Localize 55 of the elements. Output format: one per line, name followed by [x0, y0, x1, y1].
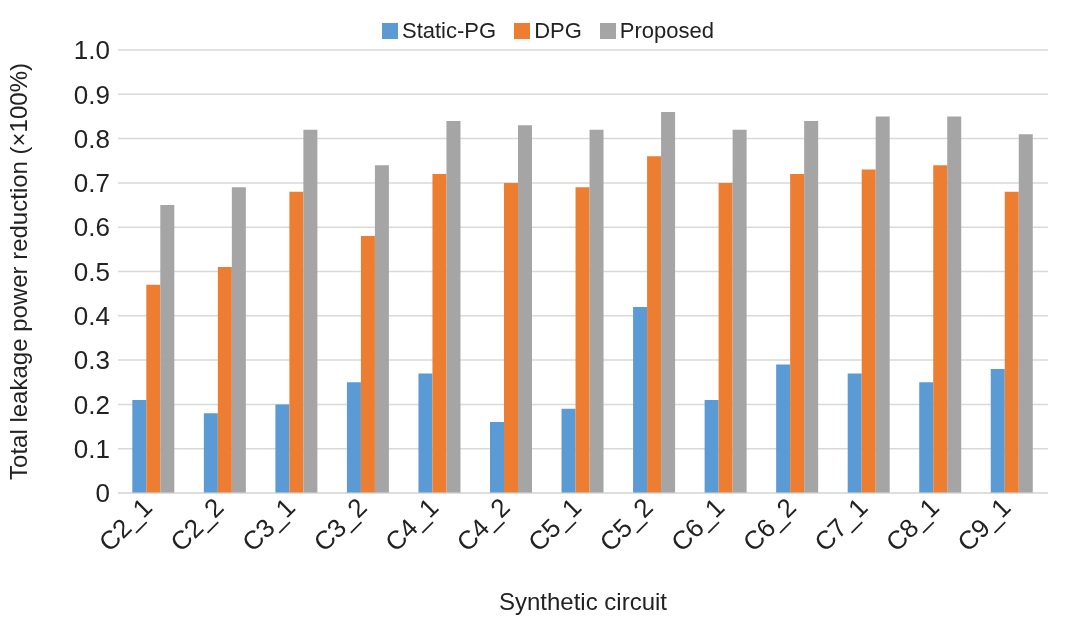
bar [146, 284, 161, 493]
bar [289, 191, 304, 493]
bar [875, 116, 890, 493]
bar [275, 404, 290, 493]
y-tick-label: 0.2 [73, 389, 110, 420]
y-tick-label: 0 [95, 478, 110, 509]
bar [633, 306, 648, 493]
bar [231, 187, 246, 493]
y-tick-label: 0.7 [73, 168, 110, 199]
bar [847, 373, 862, 493]
legend-label: Proposed [619, 18, 714, 44]
bar [804, 120, 819, 493]
bar [790, 174, 805, 493]
legend-label: Static-PG [401, 18, 497, 44]
y-tick-label: 0.3 [73, 345, 110, 376]
y-tick-label: 0.4 [73, 301, 110, 332]
bar [589, 129, 604, 493]
bar [861, 169, 876, 493]
bar [575, 187, 590, 493]
y-tick-label: 0.6 [73, 212, 110, 243]
bar [490, 422, 504, 493]
y-tick-label: 0.5 [73, 256, 110, 287]
bar [661, 112, 676, 493]
bar [203, 413, 218, 493]
bar [990, 368, 1005, 493]
bar [160, 205, 175, 493]
bar [718, 182, 733, 493]
bar [776, 364, 791, 493]
bar [919, 382, 934, 493]
bar [504, 182, 518, 493]
y-axis-title: Total leakage power reduction (×100%) [4, 63, 32, 480]
y-tick-label: 0.9 [73, 79, 110, 110]
x-axis-title: Synthetic circuit [498, 588, 668, 615]
y-tick-label: 1.0 [73, 35, 110, 66]
legend-label: DPG [534, 18, 582, 44]
y-tick-label: 0.1 [73, 433, 110, 464]
bar [132, 399, 147, 493]
bar [732, 129, 747, 493]
bar [432, 174, 447, 493]
y-tick-label: 0.8 [73, 123, 110, 154]
bar [518, 125, 532, 493]
bar [1004, 191, 1019, 493]
bar [561, 408, 576, 493]
bar [360, 236, 375, 493]
bar [418, 373, 433, 493]
bar [303, 129, 318, 493]
bar [704, 399, 719, 493]
bar [947, 116, 962, 493]
bar [933, 165, 948, 493]
bar [217, 267, 232, 493]
bar [374, 165, 389, 493]
bar [446, 120, 461, 493]
bar [346, 382, 361, 493]
bar [647, 156, 662, 493]
bar [1018, 134, 1033, 493]
